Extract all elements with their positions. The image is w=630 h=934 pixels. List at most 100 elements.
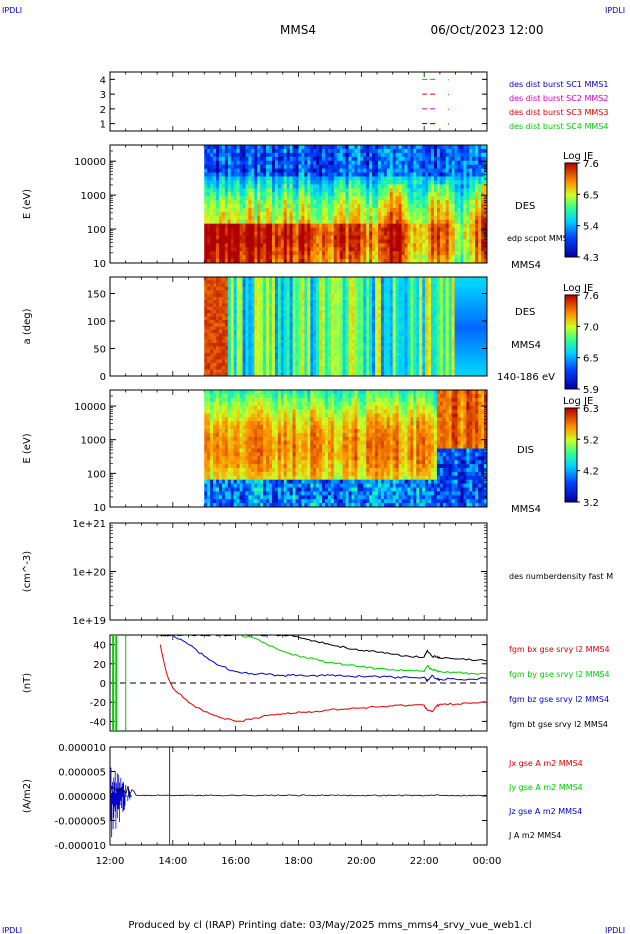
heatmap-cell: [327, 313, 332, 317]
heatmap-cell: [386, 152, 391, 158]
heatmap-cell: [236, 243, 240, 248]
heatmap-cell: [398, 192, 402, 197]
heatmap-cell: [319, 362, 323, 367]
heatmap-cell: [339, 316, 344, 321]
heatmap-cell: [248, 290, 252, 294]
heatmap-cell: [333, 313, 338, 317]
heatmap-cell: [210, 339, 214, 344]
heatmap-cell: [363, 152, 367, 158]
heatmap-cell: [369, 280, 373, 284]
heatmap-cell: [386, 243, 391, 248]
heatmap-cell: [389, 148, 394, 154]
heatmap-cell: [433, 255, 438, 260]
heatmap-cell: [248, 156, 252, 162]
heatmap-cell: [257, 369, 261, 374]
heatmap-cell: [227, 326, 232, 331]
heatmap-cell: [378, 300, 382, 304]
heatmap-cell: [333, 204, 338, 209]
heatmap-cell: [298, 204, 302, 209]
heatmap-cell: [360, 333, 364, 337]
heatmap-cell: [207, 223, 211, 228]
heatmap-cell: [463, 223, 467, 228]
heatmap-cell: [401, 180, 405, 185]
heatmap-cell: [257, 239, 261, 244]
heatmap-cell: [380, 323, 385, 327]
heatmap-cell: [428, 156, 432, 162]
heatmap-cell: [271, 152, 276, 158]
heatmap-cell: [457, 164, 461, 169]
heatmap-cell: [269, 196, 273, 201]
heatmap-cell: [475, 207, 479, 213]
heatmap-cell: [307, 369, 311, 374]
heatmap-cell: [218, 339, 223, 344]
heatmap-cell: [363, 283, 367, 288]
heatmap-cell: [204, 319, 208, 324]
heatmap-cell: [372, 168, 376, 173]
heatmap-cell: [445, 259, 450, 264]
heatmap-cell: [248, 247, 252, 252]
heatmap-cell: [357, 296, 361, 301]
heatmap-cell: [366, 300, 370, 304]
heatmap-cell: [366, 219, 370, 225]
heatmap-cell: [386, 231, 391, 236]
heatmap-cell: [460, 251, 464, 256]
heatmap-cell: [263, 192, 267, 197]
heatmap-cell: [271, 247, 276, 252]
heatmap-cell: [345, 251, 349, 256]
heatmap-cell: [380, 200, 385, 205]
heatmap-cell: [357, 329, 361, 334]
heatmap-cell: [304, 152, 308, 158]
heatmap-cell: [251, 207, 255, 213]
heatmap-cell: [354, 204, 358, 209]
y-tick-label: 4: [100, 75, 106, 86]
heatmap-cell: [327, 369, 332, 374]
heatmap-cell: [210, 145, 214, 150]
heatmap-cell: [289, 223, 294, 228]
heatmap-cell: [257, 192, 261, 197]
heatmap-cell: [322, 280, 326, 284]
heatmap-cell: [475, 184, 479, 189]
heatmap-cell: [286, 296, 291, 301]
heatmap-cell: [280, 168, 285, 173]
heatmap-cell: [224, 255, 229, 260]
heatmap-cell: [271, 293, 276, 298]
heatmap-cell: [360, 259, 364, 264]
heatmap-cell: [283, 349, 288, 354]
heatmap-cell: [436, 176, 441, 181]
heatmap-cell: [277, 286, 282, 291]
heatmap-cell: [322, 306, 326, 311]
heatmap-cell: [292, 306, 296, 311]
heatmap-cell: [310, 290, 314, 294]
heatmap-cell: [375, 323, 379, 327]
heatmap-cell: [254, 239, 258, 244]
heatmap-cell: [339, 148, 344, 154]
heatmap-cell: [469, 172, 473, 177]
heatmap-cell: [457, 152, 461, 158]
heatmap-cell: [322, 200, 326, 205]
heatmap-cell: [442, 223, 447, 228]
heatmap-cell: [248, 336, 252, 341]
heatmap-cell: [357, 306, 361, 311]
heatmap-cell: [378, 188, 382, 193]
heatmap-cell: [431, 160, 435, 166]
heatmap-cell: [428, 255, 432, 260]
heatmap-cell: [330, 227, 335, 232]
heatmap-cell: [254, 184, 258, 189]
heatmap-cell: [325, 352, 329, 357]
availability-dot: [447, 123, 449, 125]
heatmap-cell: [245, 247, 249, 252]
heatmap-cell: [419, 145, 423, 150]
heatmap-cell: [210, 204, 214, 209]
heatmap-cell: [445, 160, 450, 166]
heatmap-cell: [448, 168, 453, 173]
heatmap-cell: [316, 296, 320, 301]
heatmap-cell: [342, 255, 347, 260]
heatmap-cell: [322, 343, 326, 347]
heatmap-cell: [301, 352, 305, 357]
heatmap-cell: [316, 290, 320, 294]
heatmap-cell: [472, 145, 476, 150]
heatmap-cell: [274, 286, 279, 291]
heatmap-cell: [348, 343, 352, 347]
heatmap-cell: [327, 227, 332, 232]
heatmap-cell: [369, 176, 373, 181]
